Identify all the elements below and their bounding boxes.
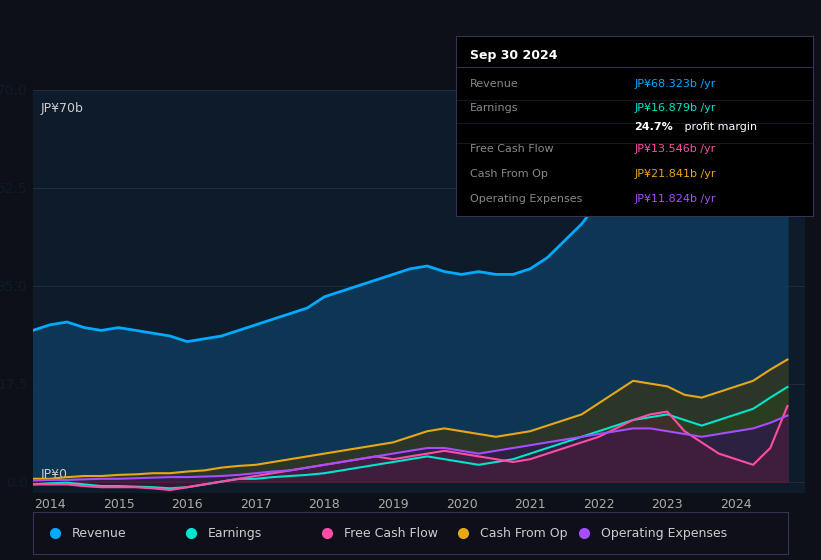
Text: JP¥21.841b /yr: JP¥21.841b /yr [635, 169, 716, 179]
Text: Operating Expenses: Operating Expenses [601, 527, 727, 540]
Text: JP¥13.546b /yr: JP¥13.546b /yr [635, 144, 715, 154]
Text: profit margin: profit margin [681, 123, 757, 132]
Text: Revenue: Revenue [72, 527, 126, 540]
Text: Free Cash Flow: Free Cash Flow [470, 144, 553, 154]
Text: Sep 30 2024: Sep 30 2024 [470, 49, 557, 62]
Text: Cash From Op: Cash From Op [480, 527, 567, 540]
Text: JP¥16.879b /yr: JP¥16.879b /yr [635, 102, 716, 113]
Text: JP¥68.323b /yr: JP¥68.323b /yr [635, 80, 716, 90]
Text: Earnings: Earnings [470, 102, 518, 113]
Text: Revenue: Revenue [470, 80, 519, 90]
Text: JP¥0: JP¥0 [40, 468, 67, 480]
Text: Earnings: Earnings [208, 527, 263, 540]
Text: JP¥11.824b /yr: JP¥11.824b /yr [635, 194, 716, 204]
Text: Cash From Op: Cash From Op [470, 169, 548, 179]
Text: 24.7%: 24.7% [635, 123, 673, 132]
Text: Free Cash Flow: Free Cash Flow [344, 527, 438, 540]
Text: Operating Expenses: Operating Expenses [470, 194, 582, 204]
Text: JP¥70b: JP¥70b [40, 102, 84, 115]
